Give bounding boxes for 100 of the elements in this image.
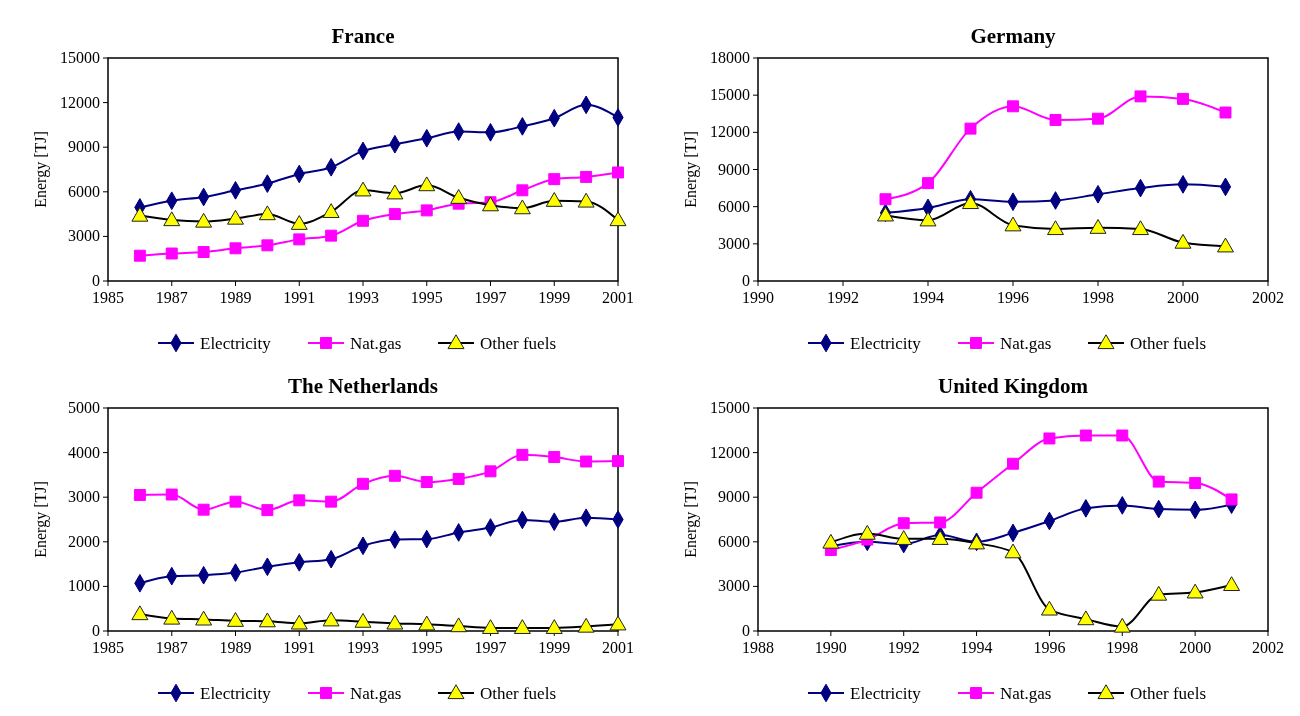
point xyxy=(452,472,465,485)
point xyxy=(919,211,937,227)
point xyxy=(131,206,149,222)
point xyxy=(1004,543,1022,559)
point xyxy=(1092,112,1104,125)
point xyxy=(131,605,149,621)
point xyxy=(450,617,468,633)
point xyxy=(420,476,433,489)
point xyxy=(1077,610,1095,626)
legend-label: Electricity xyxy=(200,684,272,703)
y-axis-title: Energy [TJ] xyxy=(682,481,700,558)
point xyxy=(1219,106,1232,119)
y-tick-label: 9000 xyxy=(718,488,750,506)
point xyxy=(922,177,934,190)
legend-label: Nat.gas xyxy=(1000,334,1052,353)
x-tick-label: 2000 xyxy=(1179,639,1212,656)
point xyxy=(290,215,308,230)
point xyxy=(482,619,499,634)
point xyxy=(1004,216,1022,232)
point xyxy=(229,242,242,255)
legend-label: Other fuels xyxy=(480,334,557,353)
point xyxy=(388,208,401,221)
y-axis-title: Energy [TJ] xyxy=(32,131,50,208)
x-tick-label: 1992 xyxy=(887,639,920,656)
y-tick-label: 12000 xyxy=(710,123,750,141)
point xyxy=(897,517,910,530)
point xyxy=(1043,432,1056,445)
x-tick-label: 1996 xyxy=(997,289,1029,306)
y-tick-label: 3000 xyxy=(68,488,100,506)
point xyxy=(545,619,563,634)
chart-title: France xyxy=(331,24,395,48)
x-tick-label: 1991 xyxy=(283,639,316,656)
y-axis-title: Energy [TJ] xyxy=(682,131,700,208)
point xyxy=(197,503,210,516)
point xyxy=(322,611,340,627)
x-tick-label: 1995 xyxy=(410,289,443,306)
y-tick-label: 0 xyxy=(742,622,750,639)
y-tick-label: 0 xyxy=(92,622,100,639)
point xyxy=(261,239,274,252)
x-tick-label: 2001 xyxy=(602,639,634,656)
point xyxy=(516,448,529,461)
point xyxy=(1116,429,1129,442)
point xyxy=(197,246,210,258)
point xyxy=(964,122,977,135)
x-tick-label: 1993 xyxy=(347,289,379,306)
point xyxy=(165,247,178,260)
point xyxy=(357,477,369,490)
point xyxy=(1223,576,1241,592)
chart-title: Germany xyxy=(970,24,1057,48)
x-tick-label: 1998 xyxy=(1106,639,1139,656)
point xyxy=(1189,477,1202,490)
point xyxy=(388,469,401,482)
chart-title: United Kingdom xyxy=(938,374,1089,398)
x-tick-label: 1988 xyxy=(742,639,774,656)
x-tick-label: 1987 xyxy=(155,639,188,656)
x-tick-label: 2001 xyxy=(602,289,634,306)
point xyxy=(1150,585,1168,601)
legend-label: Nat.gas xyxy=(350,684,402,703)
point xyxy=(516,184,529,197)
point xyxy=(962,194,979,210)
point xyxy=(418,615,436,631)
point xyxy=(293,233,306,246)
x-tick-label: 1989 xyxy=(219,289,252,306)
x-tick-label: 1992 xyxy=(827,289,859,306)
point xyxy=(165,488,178,501)
point xyxy=(1040,600,1058,616)
legend-label: Electricity xyxy=(850,334,922,353)
point xyxy=(227,209,244,225)
y-tick-label: 0 xyxy=(92,272,100,289)
point xyxy=(293,494,306,507)
point xyxy=(133,249,146,262)
point xyxy=(1089,219,1107,234)
y-tick-label: 12000 xyxy=(710,443,750,461)
legend-label: Nat.gas xyxy=(350,334,402,353)
point xyxy=(580,455,593,468)
y-tick-label: 15000 xyxy=(710,399,750,416)
point xyxy=(513,619,531,634)
y-tick-label: 18000 xyxy=(710,49,750,66)
x-tick-label: 1994 xyxy=(912,289,944,306)
point xyxy=(1186,583,1204,599)
point xyxy=(577,617,595,633)
y-tick-label: 15000 xyxy=(710,86,750,104)
point xyxy=(258,205,276,221)
y-tick-label: 5000 xyxy=(68,399,100,416)
point xyxy=(577,192,595,208)
point xyxy=(548,451,561,464)
point xyxy=(195,610,213,626)
point xyxy=(1225,493,1238,506)
y-tick-label: 3000 xyxy=(718,577,750,595)
point xyxy=(822,533,840,549)
x-tick-label: 2002 xyxy=(1252,289,1284,306)
point xyxy=(322,203,340,218)
x-tick-label: 1985 xyxy=(92,639,124,656)
point xyxy=(1047,220,1064,236)
point xyxy=(484,465,497,478)
y-tick-label: 9000 xyxy=(68,138,100,156)
point xyxy=(970,486,983,499)
legend-label: Electricity xyxy=(850,684,922,703)
point xyxy=(163,609,181,625)
point xyxy=(895,530,913,545)
